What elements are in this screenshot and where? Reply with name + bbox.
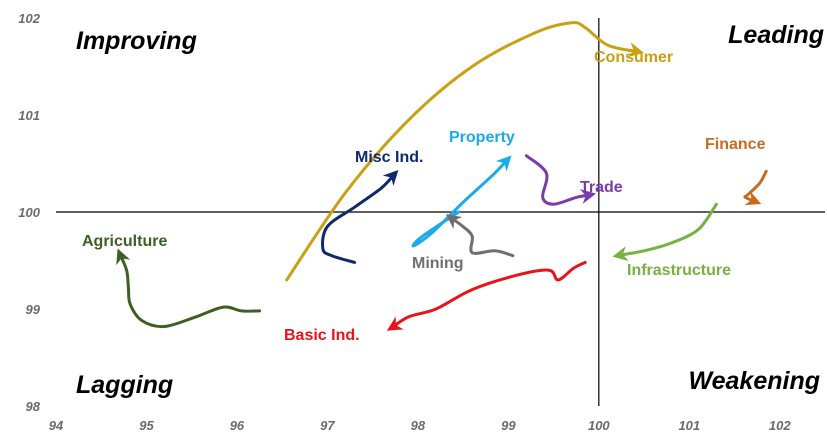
- y-tick-label: 99: [26, 302, 41, 317]
- series-trail-agriculture: [116, 248, 262, 329]
- x-tick-label: 102: [769, 418, 791, 433]
- series-trail-finance: [743, 169, 768, 206]
- series-trail-mining: [445, 214, 515, 258]
- series-label-basic-ind: Basic Ind.: [284, 327, 360, 344]
- series-trail-misc-ind: [321, 169, 399, 264]
- series-trail-infrastructure: [612, 202, 718, 261]
- quadrant-label-lagging: Lagging: [76, 371, 173, 399]
- quadrant-label-weakening: Weakening: [688, 367, 820, 395]
- series-trail-basic-ind: [386, 260, 587, 331]
- series-label-agriculture: Agriculture: [82, 233, 167, 250]
- series-label-mining: Mining: [412, 255, 464, 272]
- y-tick-label: 101: [18, 108, 40, 123]
- x-tick-label: 100: [588, 418, 610, 433]
- series-label-trade: Trade: [580, 179, 623, 196]
- x-tick-label: 94: [49, 418, 64, 433]
- x-tick-label: 97: [320, 418, 335, 433]
- series-trail-property: [411, 155, 512, 248]
- series-label-property: Property: [449, 129, 515, 146]
- quadrant-label-leading: Leading: [728, 21, 824, 49]
- series-labels: Consumer Misc Ind. Property Trade Finance Min…: [82, 49, 766, 344]
- series-trail-consumer: [285, 21, 644, 282]
- series-layer: [116, 21, 768, 331]
- x-axis-ticks: 94 95 96 97 98 99 100 101 102: [49, 418, 792, 433]
- y-tick-label: 100: [18, 205, 40, 220]
- x-tick-label: 98: [411, 418, 426, 433]
- series-trail-trade: [524, 154, 597, 206]
- series-label-infrastructure: Infrastructure: [627, 262, 731, 279]
- y-axis-ticks: 98 99 100 101 102: [18, 11, 40, 414]
- series-label-consumer: Consumer: [594, 49, 673, 66]
- y-tick-label: 102: [18, 11, 40, 26]
- series-label-misc-ind: Misc Ind.: [355, 149, 423, 166]
- y-tick-label: 98: [26, 399, 41, 414]
- center-lines: [56, 18, 825, 406]
- x-tick-label: 99: [501, 418, 516, 433]
- x-tick-label: 96: [230, 418, 245, 433]
- x-tick-label: 101: [678, 418, 700, 433]
- quadrant-label-improving: Improving: [76, 27, 197, 55]
- series-label-finance: Finance: [705, 136, 766, 153]
- x-tick-label: 95: [139, 418, 154, 433]
